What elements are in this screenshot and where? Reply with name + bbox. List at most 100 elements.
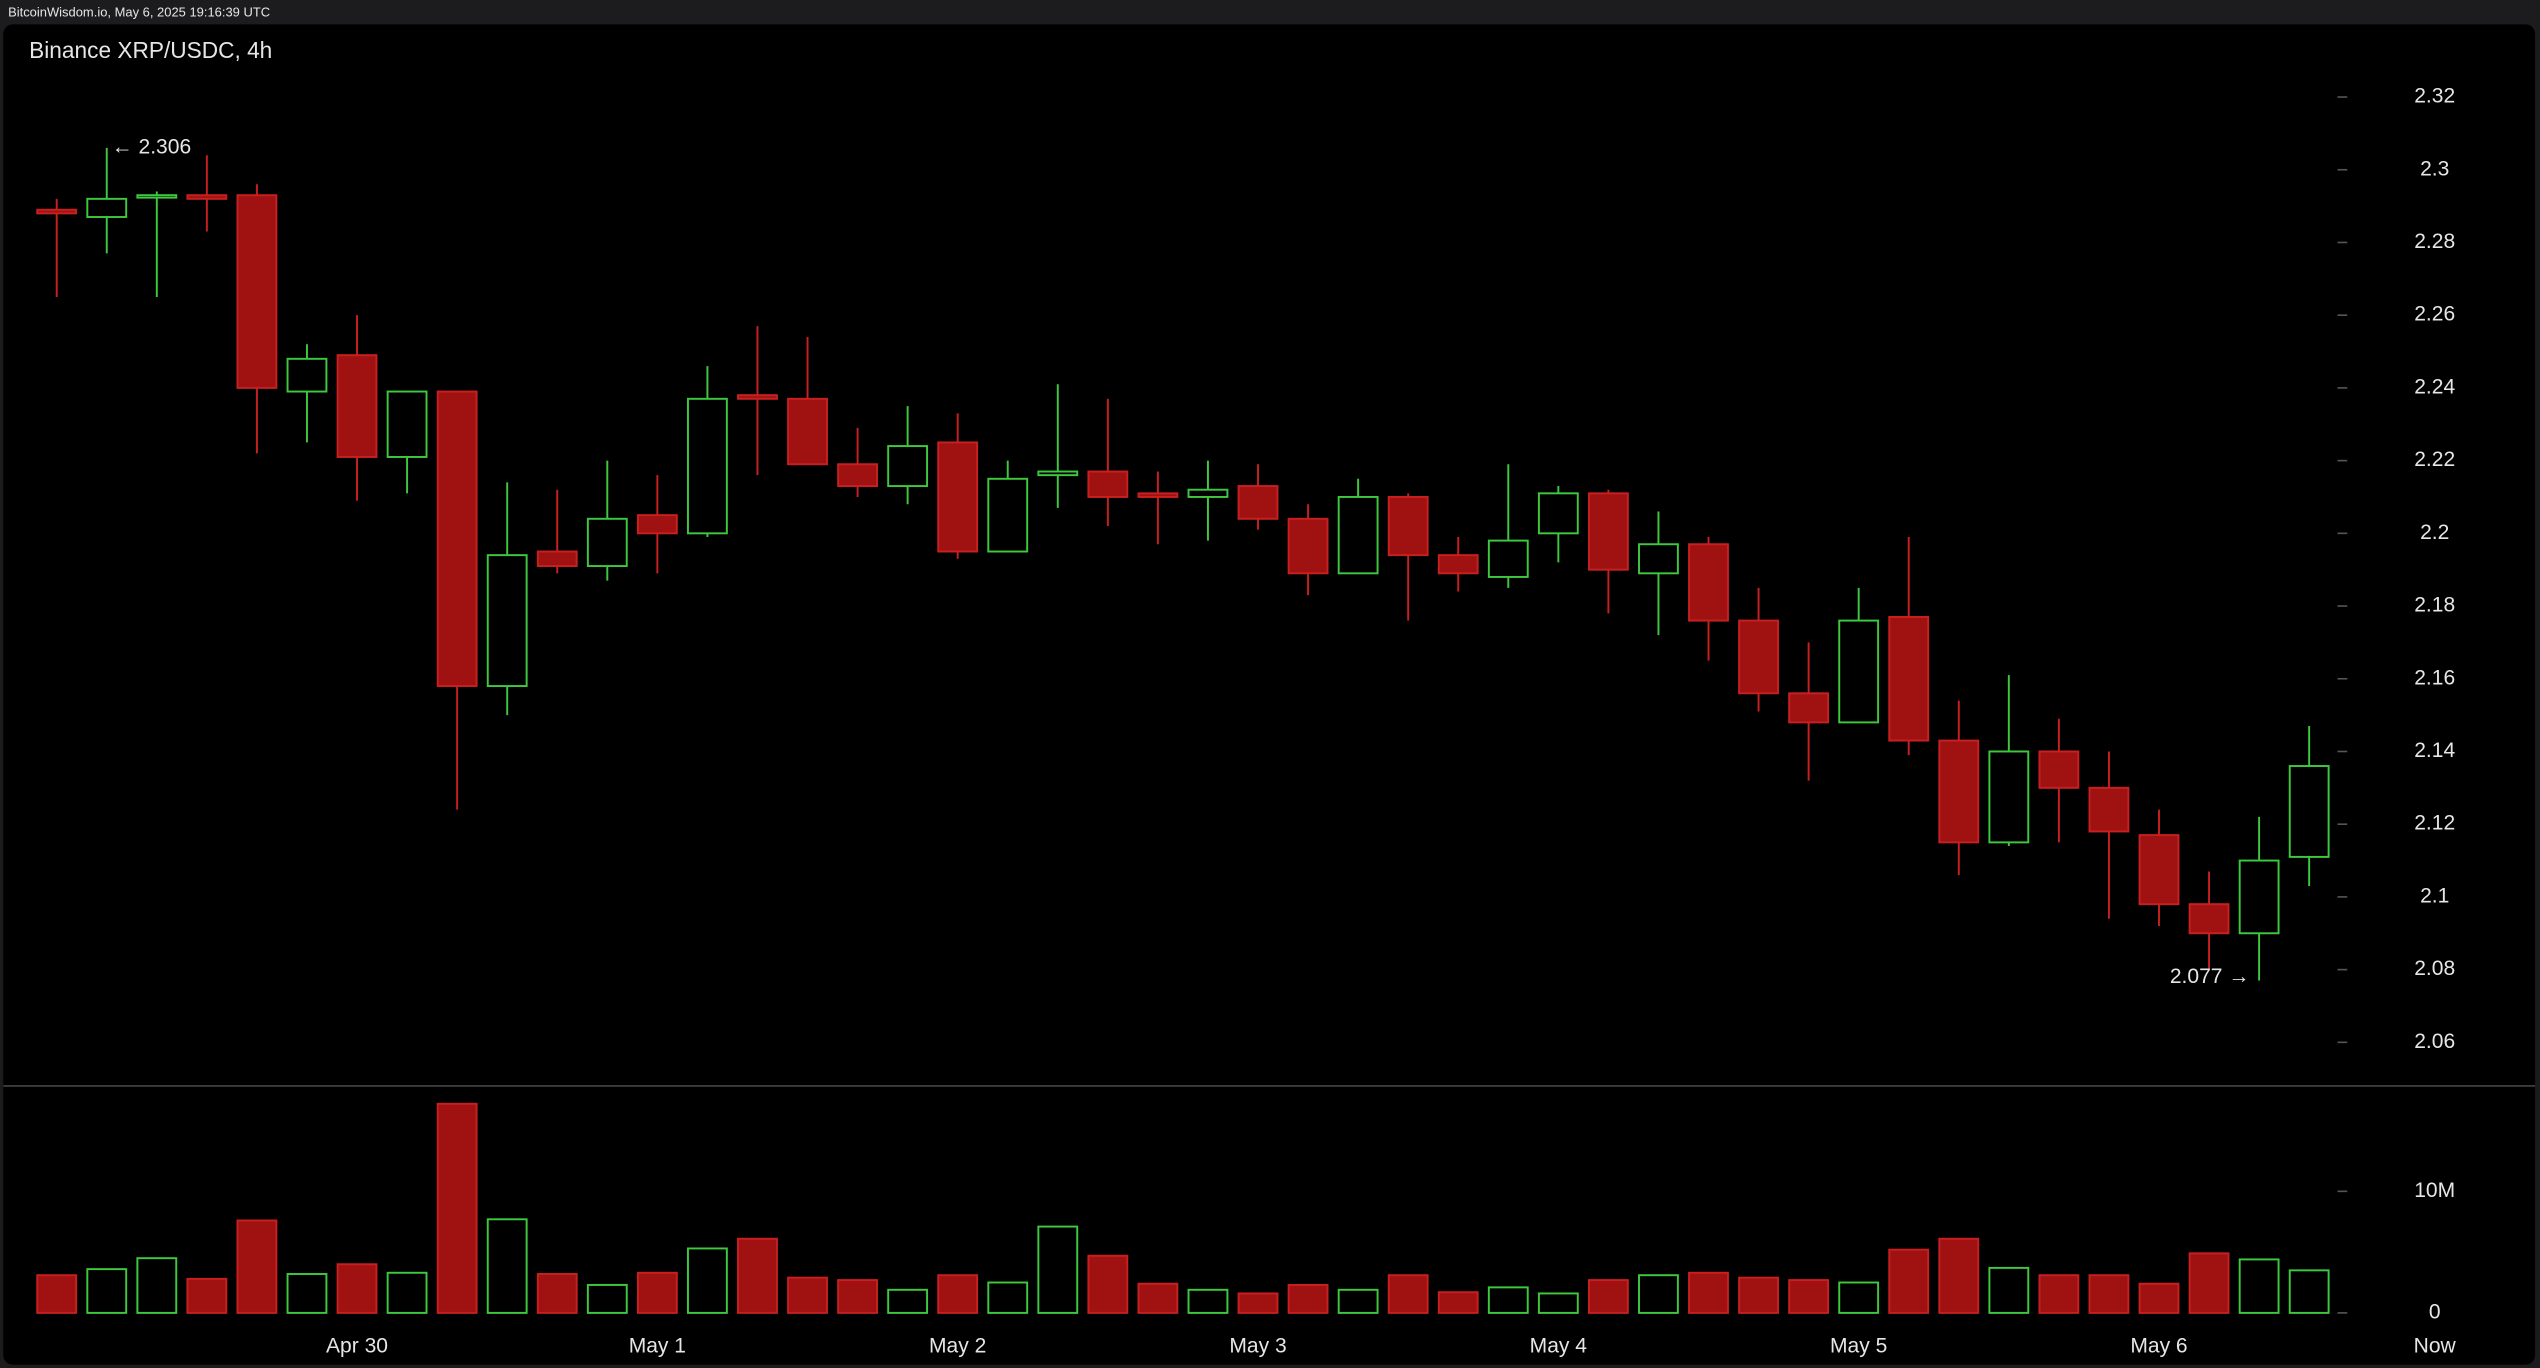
y-tick-label: 2.1 [2420, 884, 2449, 907]
volume-bar [586, 1283, 628, 1314]
y-tick-label: 2.18 [2414, 594, 2455, 617]
candle-body [486, 554, 528, 688]
y-tick-label: 2.06 [2414, 1030, 2455, 1053]
y-tick-label: 2.08 [2414, 957, 2455, 980]
volume-bar [1187, 1288, 1229, 1314]
volume-bar [186, 1277, 228, 1314]
volume-bar [1638, 1274, 1679, 1314]
volume-bar [737, 1237, 778, 1314]
candle-body [2138, 834, 2180, 906]
candle-body [1487, 539, 1529, 578]
volume-bar [2238, 1258, 2280, 1314]
candle-body [286, 357, 328, 393]
y-tick-label: 2.2 [2420, 521, 2449, 544]
candle-body [1187, 488, 1229, 498]
volume-bar [937, 1274, 979, 1314]
annotation: 2.077 → [2170, 965, 2250, 988]
volume-bar [1838, 1281, 1880, 1314]
volume-bar [2138, 1282, 2180, 1314]
candle-body [1387, 495, 1429, 557]
candle-body [1788, 692, 1830, 724]
x-tick-label: May 4 [1530, 1334, 1588, 1357]
y-tick-label: 2.24 [2414, 375, 2455, 398]
x-tick-label: May 3 [1229, 1334, 1286, 1357]
y-tick-label: 2.12 [2414, 812, 2455, 835]
candle-body [636, 514, 678, 535]
volume-bar [1888, 1248, 1930, 1314]
candle-body [1738, 619, 1779, 695]
y-tick-label: 2.28 [2414, 230, 2455, 253]
volume-bar [1137, 1282, 1179, 1314]
volume-bar [1938, 1237, 1980, 1314]
volume-bar [686, 1247, 728, 1314]
volume-bar [1738, 1276, 1779, 1314]
candle-body [1688, 543, 1729, 622]
volume-bar [36, 1274, 78, 1314]
y-tick-label: 2.16 [2414, 666, 2455, 689]
annotation: ← 2.306 [112, 135, 192, 158]
volume-bar [236, 1219, 278, 1314]
volume-bar [987, 1281, 1029, 1314]
volume-bar [1337, 1288, 1379, 1314]
candle-body [987, 477, 1029, 553]
volume-bar [136, 1257, 178, 1314]
candle-body [2088, 786, 2130, 833]
candle-body [837, 463, 878, 488]
candle-body [686, 397, 728, 535]
volume-bar [1237, 1292, 1279, 1314]
candle-body [1137, 492, 1179, 498]
volume-bar [1788, 1279, 1830, 1314]
candle-body [937, 441, 979, 553]
volume-bar [286, 1273, 328, 1314]
volume-bar [1087, 1254, 1129, 1314]
volume-bar [2288, 1269, 2330, 1314]
y-tick-label: 2.3 [2420, 157, 2449, 180]
candle-body [1938, 739, 1980, 844]
volume-bar [787, 1276, 828, 1314]
volume-bar [2088, 1274, 2130, 1314]
chart-title: Binance XRP/USDC, 4h [29, 37, 272, 63]
x-tick-label: May 6 [2130, 1334, 2187, 1357]
volume-bar [536, 1273, 578, 1314]
candle-body [536, 550, 578, 568]
candle-body [1087, 470, 1129, 498]
volume-bar [386, 1271, 428, 1314]
x-tick-label: May 2 [929, 1334, 986, 1357]
candle-body [86, 197, 128, 218]
candle-body [2038, 750, 2080, 789]
candle-body [186, 194, 228, 200]
now-label: Now [2414, 1334, 2457, 1357]
candle-body [1037, 470, 1079, 477]
candle-body [36, 208, 78, 215]
volume-bar [1037, 1225, 1079, 1314]
candle-body [1638, 543, 1679, 575]
candle-body [1988, 750, 2030, 844]
volume-tick-label: 10M [2414, 1179, 2455, 1202]
candle-body [1587, 492, 1629, 571]
candle-body [2188, 903, 2230, 935]
x-tick-label: May 1 [629, 1334, 686, 1357]
header: BitcoinWisdom.io, May 6, 2025 19:16:39 U… [8, 4, 270, 19]
candle-body [1237, 485, 1279, 520]
candle-body [1838, 619, 1880, 724]
volume-bar [336, 1263, 378, 1314]
volume-bar [436, 1102, 478, 1314]
candle-body [136, 194, 178, 199]
volume-bar [1487, 1286, 1529, 1314]
candle-body [887, 445, 929, 488]
y-tick-label: 2.14 [2414, 739, 2455, 762]
candle-body [1888, 615, 1930, 742]
volume-bar [2038, 1274, 2080, 1314]
volume-bar [86, 1268, 128, 1314]
x-tick-label: May 5 [1830, 1334, 1887, 1357]
volume-bar [1387, 1274, 1429, 1314]
y-tick-label: 2.22 [2414, 448, 2455, 471]
candle-body [386, 390, 428, 458]
candle-body [1337, 495, 1379, 575]
volume-tick-label: 0 [2429, 1300, 2441, 1323]
volume-bar [1688, 1271, 1729, 1314]
volume-bar [636, 1271, 678, 1314]
candle-body [336, 354, 378, 458]
